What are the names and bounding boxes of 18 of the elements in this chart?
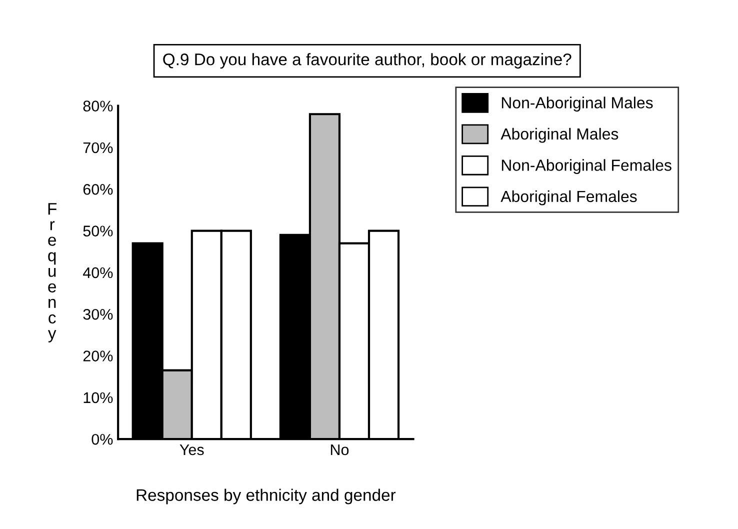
y-tick-label: 50% xyxy=(83,226,113,236)
y-tick-label: 10% xyxy=(84,392,113,404)
text: Frequency xyxy=(48,203,57,342)
x-tick-label: Yes xyxy=(180,444,204,456)
legend-label: Non-Aboriginal Females xyxy=(502,159,672,174)
x-axis-title: Responses by ethnicity and gender xyxy=(136,488,396,504)
y-tick-label: 30% xyxy=(83,308,113,320)
legend-label: Aboriginal Males xyxy=(500,128,618,143)
chart-title: Q.9 Do you have a favourite author, book or magazine? xyxy=(163,53,572,69)
y-tick-label: 70% xyxy=(83,142,113,154)
y-tick-label: 0% xyxy=(92,434,113,445)
y-tick-label: 80% xyxy=(83,100,113,112)
legend-label: Aboriginal Females xyxy=(500,190,637,206)
y-tick-label: 40% xyxy=(82,267,113,278)
y-tick-label: 60% xyxy=(83,184,113,195)
x-tick-label: No xyxy=(330,444,349,456)
legend-label: Non-Aboriginal Males xyxy=(502,96,653,112)
y-tick-label: 20% xyxy=(83,350,113,362)
